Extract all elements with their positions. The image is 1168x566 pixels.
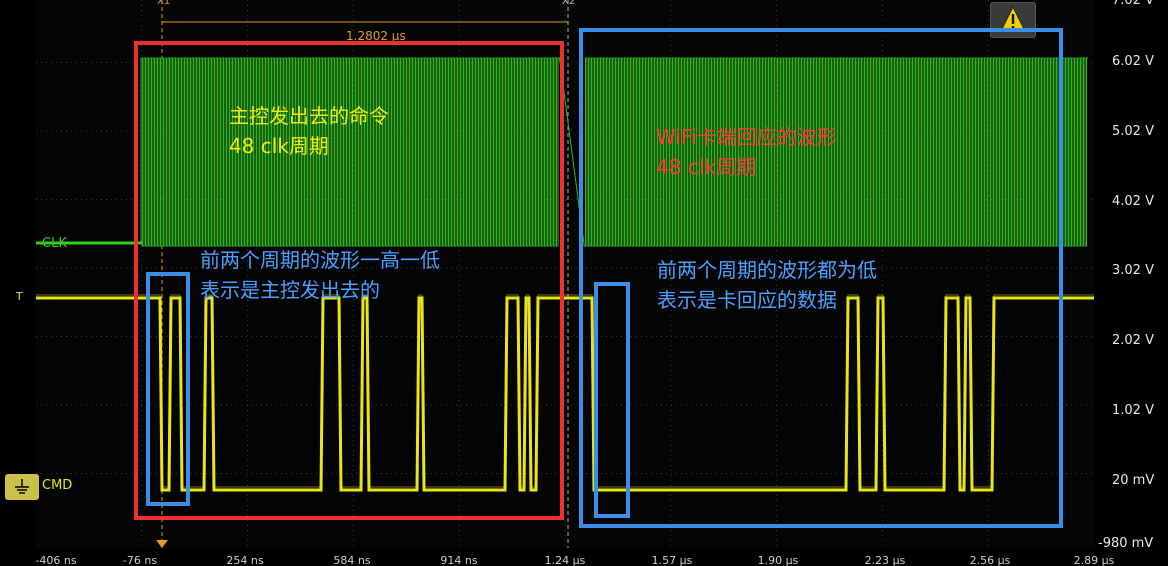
x-tick-label: 2.23 µs xyxy=(864,554,906,566)
cursor-x1-label[interactable]: X1 xyxy=(157,0,171,7)
cmd-channel-label[interactable]: CMD xyxy=(42,478,73,493)
y-tick-label: 5.02 V xyxy=(1112,124,1154,139)
y-tick-label: 2.02 V xyxy=(1112,333,1154,348)
x-tick-label: 1.57 µs xyxy=(651,554,693,566)
card-cycles-note: 前两个周期的波形都为低 表示是卡回应的数据 xyxy=(657,255,877,315)
y-tick-label: 20 mV xyxy=(1112,473,1155,488)
x-tick-label: 584 ns xyxy=(333,554,371,566)
y-tick-label: 6.02 V xyxy=(1112,54,1154,69)
x-tick-label: 914 ns xyxy=(440,554,478,566)
x-tick-label: -76 ns xyxy=(122,554,158,566)
annotation-line: WiFi卡端回应的波形 xyxy=(656,125,837,149)
x-tick-label: 1.24 µs xyxy=(544,554,586,566)
x-tick-label: 1.90 µs xyxy=(757,554,799,566)
y-tick-label: 7.02 V xyxy=(1112,0,1154,8)
cursor-delta-readout: 1.2802 µs xyxy=(346,29,406,43)
data-channel-label[interactable]: T xyxy=(16,290,23,303)
ground-icon xyxy=(15,479,29,494)
cursor-x2-label[interactable]: X2 xyxy=(562,0,576,7)
y-tick-label: 3.02 V xyxy=(1112,263,1154,278)
x-tick-label: -406 ns xyxy=(35,554,77,566)
annotation-line: 主控发出去的命令 xyxy=(229,104,389,128)
waveform-plot[interactable] xyxy=(36,0,1094,548)
x-tick-label: 2.56 µs xyxy=(969,554,1011,566)
host-first-cycles-box xyxy=(146,272,190,506)
y-tick-label: -980 mV xyxy=(1098,536,1154,551)
cmd-waveform-noise xyxy=(36,294,1094,488)
waveform-canvas xyxy=(36,0,1094,548)
annotation-line: 48 clk周期 xyxy=(656,155,756,179)
annotation-line: 48 clk周期 xyxy=(229,134,329,158)
annotation-line: 表示是卡回应的数据 xyxy=(657,288,837,312)
host-command-box xyxy=(134,41,564,520)
annotation-line: 前两个周期的波形都为低 xyxy=(657,258,877,282)
card-response-annotation: WiFi卡端回应的波形 48 clk周期 xyxy=(656,122,837,182)
card-response-box xyxy=(579,28,1063,528)
y-tick-label: 4.02 V xyxy=(1112,194,1154,209)
clk-waveform xyxy=(36,57,1088,247)
y-tick-label: 1.02 V xyxy=(1112,403,1154,418)
host-cycles-note: 前两个周期的波形一高一低 表示是主控发出去的 xyxy=(200,245,440,305)
annotation-line: 表示是主控发出去的 xyxy=(200,278,380,302)
x-tick-label: 2.89 µs xyxy=(1073,554,1115,566)
x-tick-label: 254 ns xyxy=(226,554,264,566)
annotation-line: 前两个周期的波形一高一低 xyxy=(200,248,440,272)
card-first-cycles-box xyxy=(594,282,630,518)
host-command-annotation: 主控发出去的命令 48 clk周期 xyxy=(229,101,389,161)
cmd-channel-badge[interactable] xyxy=(5,474,39,500)
warning-button[interactable] xyxy=(990,2,1036,38)
trigger-marker xyxy=(156,540,168,548)
clk-channel-label[interactable]: CLK xyxy=(42,236,67,251)
